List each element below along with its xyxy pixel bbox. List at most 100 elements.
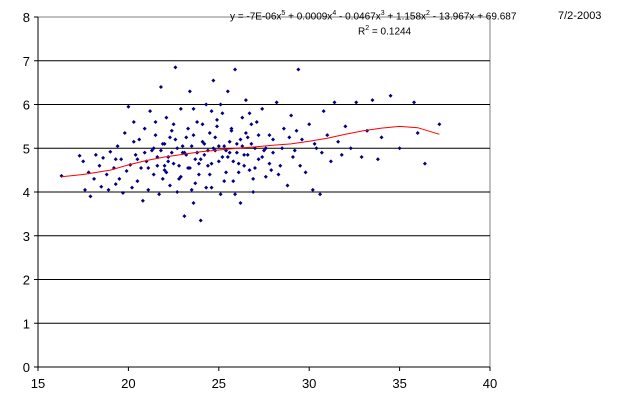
- data-point: [321, 109, 326, 114]
- data-point: [155, 163, 160, 168]
- data-point: [171, 161, 176, 166]
- trendline-equation: y = -7E-06x5 + 0.0009x4 - 0.0467x3 + 1.1…: [230, 10, 516, 22]
- data-point: [336, 139, 341, 144]
- data-point: [220, 155, 225, 159]
- data-point: [122, 130, 127, 135]
- data-point: [126, 104, 131, 109]
- data-point: [124, 169, 129, 173]
- data-point: [267, 133, 272, 138]
- eq-exponent: 5: [281, 10, 286, 17]
- data-point: [200, 122, 205, 127]
- data-point: [229, 126, 234, 131]
- data-point: [202, 152, 207, 157]
- x-tick-label: 15: [31, 376, 45, 391]
- data-point: [289, 113, 294, 118]
- data-point: [142, 126, 147, 131]
- data-point: [213, 135, 218, 140]
- data-point: [234, 141, 239, 146]
- data-point: [131, 139, 136, 144]
- data-point: [117, 176, 122, 181]
- data-point: [191, 106, 196, 111]
- data-point: [209, 185, 214, 190]
- data-point: [196, 161, 201, 166]
- data-point: [234, 150, 239, 155]
- r2-exponent: 2: [365, 25, 370, 32]
- r2-part: R: [358, 26, 366, 38]
- data-point: [222, 144, 227, 149]
- data-point: [153, 120, 158, 124]
- y-tick-label: 4: [23, 185, 30, 200]
- data-point: [292, 148, 297, 153]
- data-point: [314, 146, 319, 151]
- data-point: [225, 89, 230, 94]
- data-point: [240, 115, 245, 120]
- data-point: [108, 149, 113, 154]
- data-point: [262, 148, 266, 153]
- data-point: [173, 65, 178, 70]
- data-point: [229, 128, 234, 133]
- y-tick-label: 6: [23, 98, 30, 113]
- data-point: [166, 159, 171, 164]
- data-point: [290, 155, 295, 159]
- data-point: [437, 122, 442, 127]
- data-point: [140, 198, 145, 203]
- data-point: [151, 146, 156, 151]
- data-point: [319, 150, 324, 155]
- data-point: [328, 159, 333, 164]
- data-point: [236, 161, 241, 166]
- data-point: [142, 150, 147, 155]
- data-point: [227, 139, 232, 144]
- data-point: [146, 187, 151, 192]
- data-point: [214, 124, 219, 129]
- data-point: [178, 174, 183, 179]
- data-point: [251, 176, 256, 181]
- data-point: [281, 126, 286, 131]
- data-point: [88, 194, 93, 199]
- data-point: [198, 218, 203, 223]
- data-point: [214, 117, 219, 122]
- data-point: [233, 67, 238, 72]
- x-tick-label: 20: [121, 376, 135, 391]
- data-point: [137, 137, 142, 142]
- trendline-layer: [61, 125, 440, 178]
- data-point: [274, 100, 279, 105]
- data-point: [113, 182, 118, 187]
- eq-part: + 0.0009x: [285, 11, 333, 23]
- data-point: [99, 184, 104, 189]
- data-point: [187, 89, 192, 94]
- data-point: [167, 135, 172, 140]
- data-point: [119, 157, 124, 162]
- data-point: [158, 85, 163, 89]
- data-point: [191, 200, 196, 205]
- y-tick-label: 2: [23, 273, 30, 288]
- data-point: [343, 124, 348, 129]
- data-point: [169, 150, 174, 155]
- data-point: [171, 122, 176, 127]
- y-tick-label: 5: [23, 141, 30, 156]
- data-point: [245, 152, 250, 157]
- data-point: [278, 163, 283, 168]
- data-point: [267, 161, 272, 166]
- y-tick-label: 3: [23, 229, 30, 244]
- data-point: [216, 144, 221, 149]
- data-point: [135, 179, 140, 184]
- data-point: [169, 128, 174, 133]
- data-point: [236, 170, 241, 175]
- data-point: [204, 102, 209, 107]
- date-label: 7/2-2003: [558, 10, 602, 22]
- data-point: [254, 120, 259, 124]
- data-point: [204, 185, 209, 190]
- data-point: [233, 192, 238, 197]
- data-point: [131, 120, 136, 124]
- data-point: [178, 106, 183, 111]
- data-point: [113, 157, 118, 162]
- data-point: [191, 133, 196, 138]
- eq-part: y = -7E-06x: [230, 11, 282, 23]
- data-point: [249, 122, 254, 127]
- data-point: [106, 187, 111, 192]
- data-point: [218, 192, 223, 197]
- data-point: [325, 133, 330, 138]
- data-point: [115, 144, 120, 149]
